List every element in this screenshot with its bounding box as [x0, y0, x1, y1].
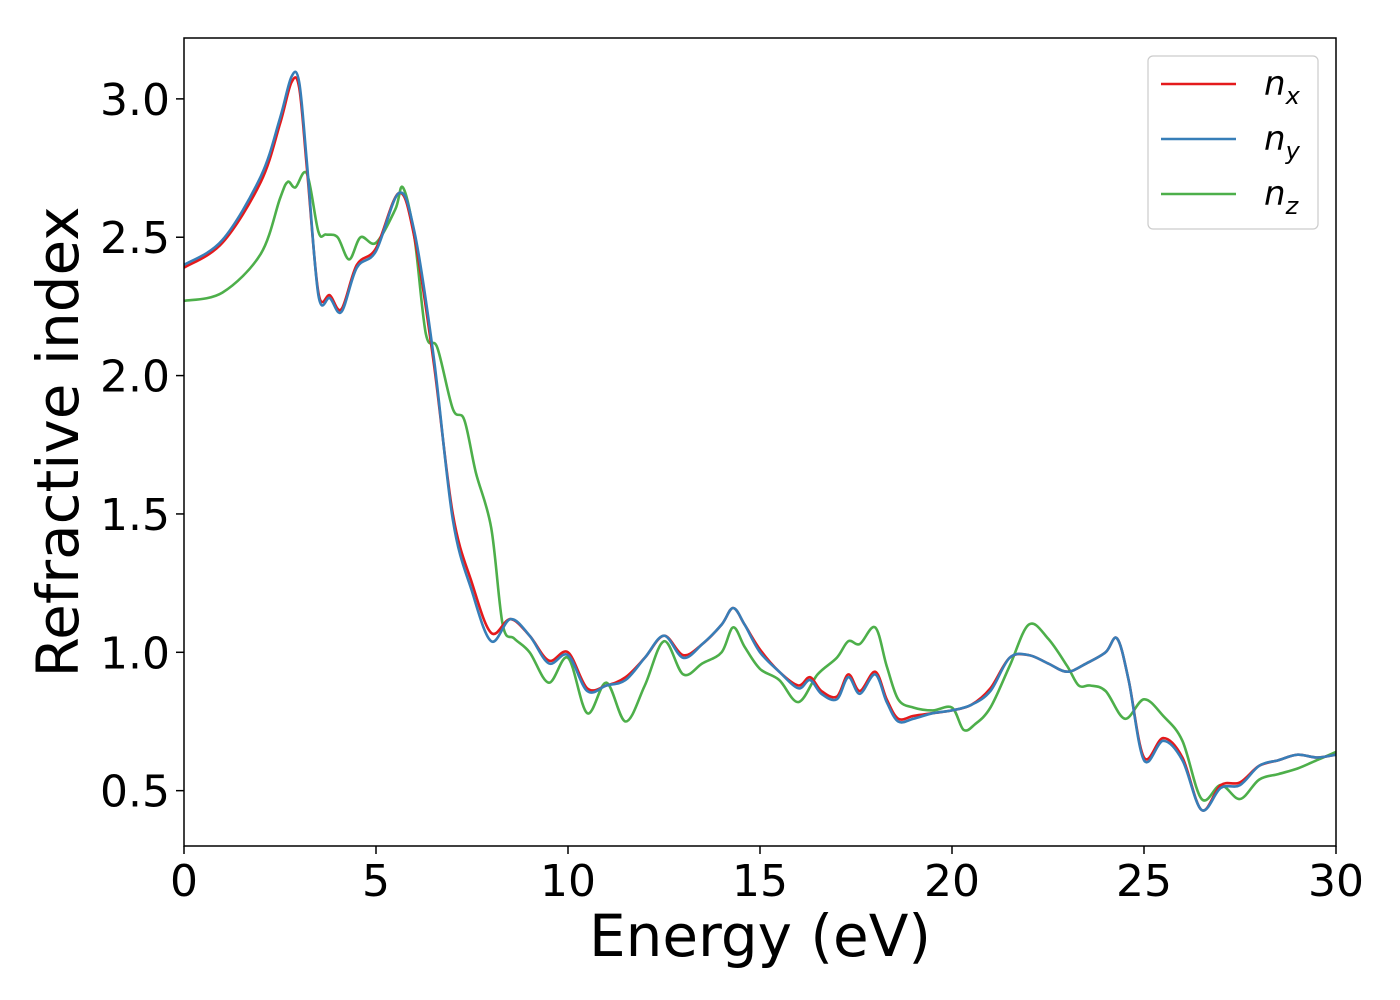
legend-label-subscript: y [1285, 137, 1301, 165]
x-tick-label: 20 [924, 856, 980, 907]
y-axis-title: Refractive index [24, 206, 92, 677]
legend-label-ny: ny [1264, 119, 1301, 165]
x-tick-label: 15 [732, 856, 788, 907]
legend-label-subscript: x [1285, 82, 1301, 110]
legend-label-nx: nx [1264, 64, 1301, 110]
y-tick-label: 1.0 [100, 628, 170, 679]
legend-box [1147, 55, 1319, 230]
x-tick-label: 25 [1116, 856, 1172, 907]
y-tick-label: 1.5 [100, 490, 170, 541]
x-tick-label: 0 [170, 856, 198, 907]
legend-label-base: n [1264, 119, 1286, 159]
legend-label-nz: nz [1264, 174, 1300, 220]
x-tick-label: 10 [540, 856, 596, 907]
legend-label-base: n [1264, 64, 1286, 104]
x-axis-ticks: 0 5 10 15 20 25 30 [170, 846, 1364, 907]
series-layer [184, 70, 1336, 812]
legend-label-subscript: z [1285, 192, 1300, 220]
y-tick-label: 2.0 [100, 352, 170, 403]
x-tick-label: 30 [1308, 856, 1364, 907]
legend-label-base: n [1264, 174, 1286, 214]
y-tick-label: 2.5 [100, 213, 170, 264]
x-tick-label: 5 [362, 856, 390, 907]
y-axis-ticks: 0.5 1.0 1.5 2.0 2.5 3.0 [100, 75, 184, 818]
series-line-nz [184, 170, 1336, 802]
y-tick-label: 0.5 [100, 767, 170, 818]
x-axis-title: Energy (eV) [589, 902, 931, 970]
series-line-ny [184, 70, 1336, 812]
y-tick-label: 3.0 [100, 75, 170, 126]
